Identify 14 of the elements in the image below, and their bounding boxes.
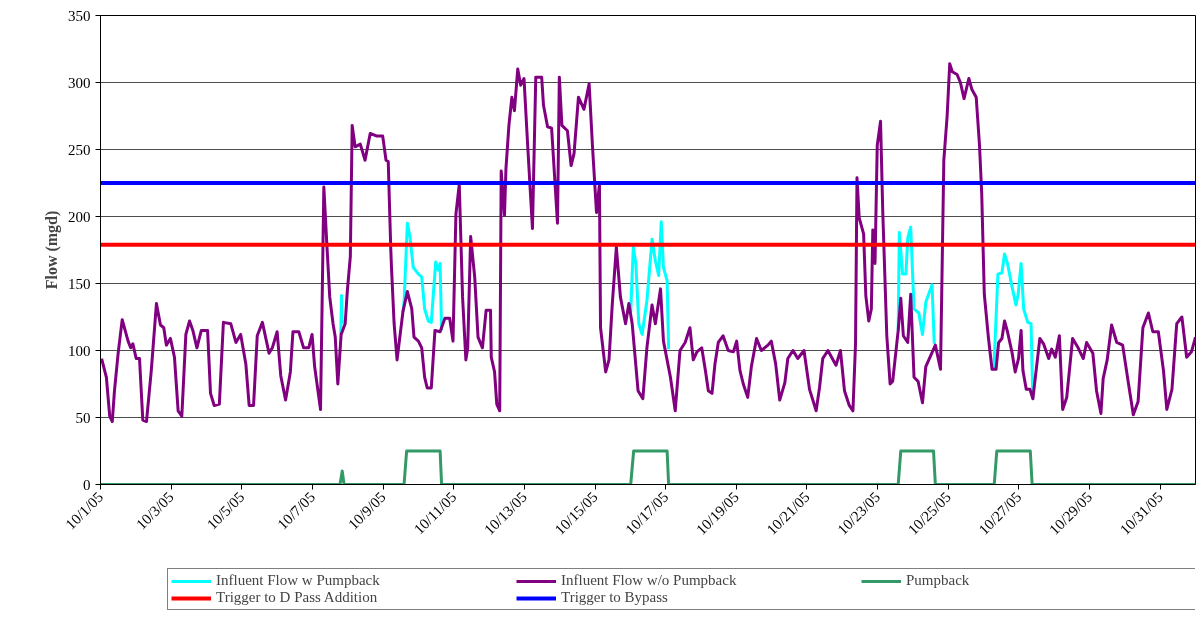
y-tick-label: 300 <box>68 74 91 91</box>
legend-label: Influent Flow w/o Pumpback <box>561 572 738 589</box>
legend-label: Trigger to D Pass Addition <box>216 589 379 606</box>
y-tick-label: 250 <box>68 141 91 158</box>
legend-label: Trigger to Bypass <box>561 589 669 606</box>
legend-label: Influent Flow w Pumpback <box>216 572 381 589</box>
y-tick-label: 350 <box>68 7 91 24</box>
y-tick-label: 0 <box>83 476 91 493</box>
y-tick-label: 100 <box>68 342 91 359</box>
y-tick-label: 50 <box>75 409 91 426</box>
y-tick-label: 200 <box>68 208 91 225</box>
legend-label: Pumpback <box>906 572 971 589</box>
y-axis-title: Flow (mgd) <box>43 210 61 290</box>
y-tick-label: 150 <box>68 275 91 292</box>
